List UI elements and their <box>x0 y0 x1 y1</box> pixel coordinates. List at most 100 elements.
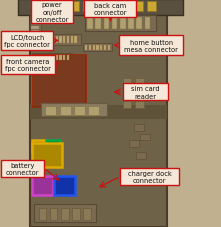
Bar <box>33 56 85 107</box>
Bar <box>96 45 99 50</box>
Bar <box>72 208 80 220</box>
Bar <box>74 107 85 115</box>
Bar <box>32 143 62 167</box>
Bar <box>41 37 43 44</box>
Bar <box>31 36 39 39</box>
Bar <box>48 56 50 61</box>
Bar <box>50 208 57 220</box>
Bar <box>123 84 168 101</box>
Bar <box>45 2 53 12</box>
Bar <box>1 32 53 51</box>
Bar <box>1 160 44 177</box>
Bar <box>33 37 35 44</box>
Bar <box>83 2 92 12</box>
Bar <box>30 16 41 50</box>
Bar <box>32 35 81 45</box>
Bar <box>41 56 43 61</box>
Text: power
on/off
connector: power on/off connector <box>35 2 69 23</box>
Text: LCD/touch
fpc connector: LCD/touch fpc connector <box>4 35 50 48</box>
Bar <box>123 79 131 86</box>
Bar <box>32 176 53 195</box>
Bar <box>34 204 96 222</box>
Bar <box>32 141 45 152</box>
Bar <box>37 37 39 44</box>
Bar <box>136 152 146 159</box>
Bar <box>39 208 46 220</box>
Bar <box>32 54 86 108</box>
Bar <box>93 45 95 50</box>
Bar <box>100 45 102 50</box>
Bar <box>59 37 62 44</box>
Bar <box>147 2 156 12</box>
Bar <box>44 56 47 61</box>
Bar <box>85 16 156 32</box>
Bar <box>70 2 79 12</box>
Bar <box>145 18 150 30</box>
Bar <box>46 141 60 152</box>
Bar <box>104 18 109 30</box>
Bar <box>31 27 39 30</box>
Bar <box>87 18 93 30</box>
Bar <box>85 45 87 50</box>
Bar <box>83 208 91 220</box>
Bar <box>31 1 73 24</box>
Bar <box>104 45 106 50</box>
Bar <box>58 2 66 12</box>
Bar <box>54 176 75 195</box>
Bar <box>71 37 73 44</box>
Bar <box>88 107 99 115</box>
Bar <box>61 208 69 220</box>
Bar <box>120 18 126 30</box>
Bar <box>31 31 39 34</box>
Bar <box>109 2 117 12</box>
Bar <box>56 56 58 61</box>
Bar <box>120 168 179 185</box>
Bar <box>30 106 167 119</box>
Bar <box>32 2 40 12</box>
Bar <box>140 134 150 141</box>
Bar <box>63 56 65 61</box>
Bar <box>44 37 47 44</box>
Bar <box>52 37 54 44</box>
Bar <box>136 18 142 30</box>
Text: sim card
reader: sim card reader <box>131 86 160 99</box>
Bar <box>1 56 55 75</box>
Bar <box>129 141 139 148</box>
Bar <box>84 1 136 18</box>
Text: charger dock
connector: charger dock connector <box>128 170 171 183</box>
Bar <box>31 40 39 43</box>
Text: back cam
connector: back cam connector <box>93 3 127 16</box>
Bar <box>32 186 56 192</box>
Bar <box>135 90 144 98</box>
Bar <box>83 44 112 52</box>
Bar <box>63 37 65 44</box>
Bar <box>135 2 143 12</box>
Bar <box>95 18 101 30</box>
Bar <box>31 22 39 25</box>
Bar <box>135 102 144 109</box>
Bar <box>31 45 39 48</box>
Bar <box>96 2 105 12</box>
Bar <box>89 45 91 50</box>
Bar <box>122 2 130 12</box>
Bar <box>52 56 54 61</box>
Bar <box>135 79 144 86</box>
Bar <box>32 54 72 62</box>
Bar <box>128 18 134 30</box>
Bar <box>33 56 35 61</box>
Bar <box>59 56 62 61</box>
Bar <box>48 37 50 44</box>
Bar <box>67 56 69 61</box>
Bar <box>112 18 117 30</box>
Text: home button
mesa connector: home button mesa connector <box>124 39 178 53</box>
Bar <box>74 37 77 44</box>
Bar <box>123 102 131 109</box>
Bar <box>67 37 69 44</box>
Bar <box>37 56 39 61</box>
Bar <box>18 0 183 16</box>
Bar <box>41 103 107 117</box>
Bar <box>45 107 56 115</box>
Bar <box>60 107 71 115</box>
Bar <box>108 45 110 50</box>
Bar <box>134 125 144 132</box>
